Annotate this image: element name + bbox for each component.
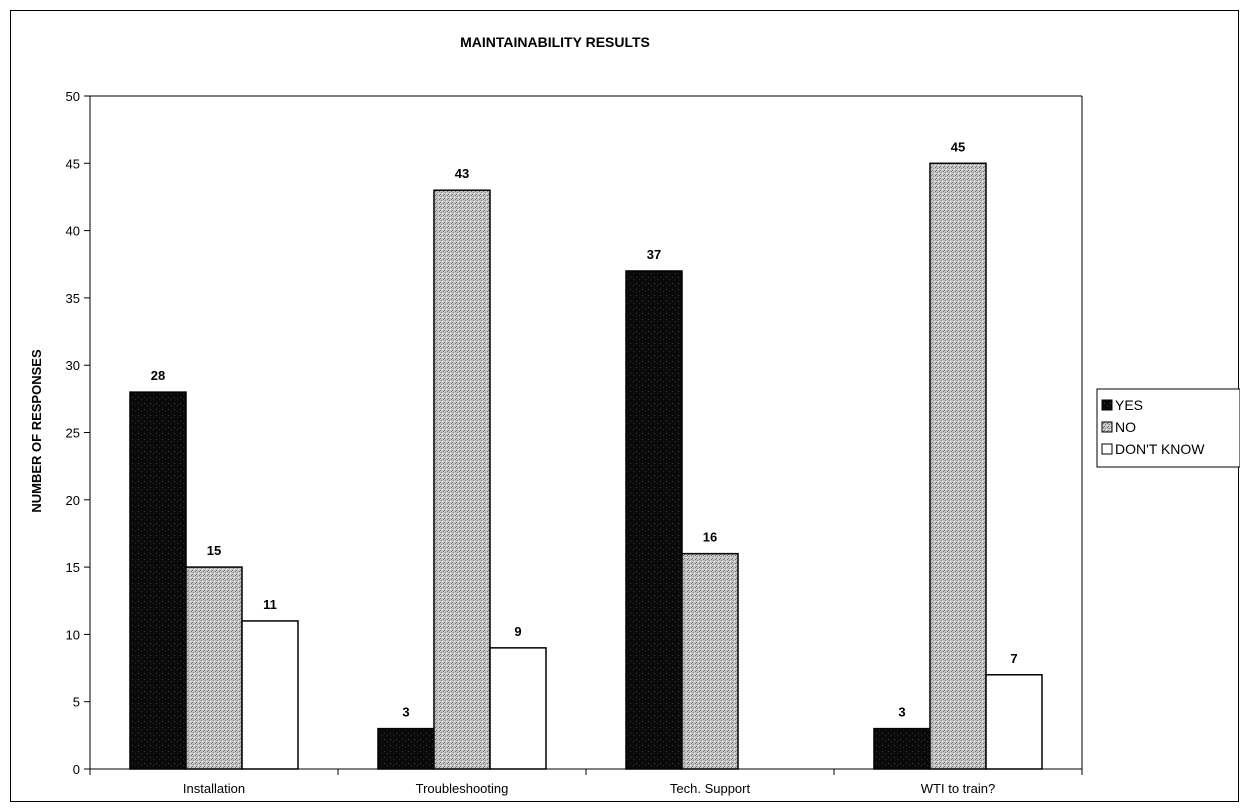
- y-tick-label: 15: [66, 560, 80, 575]
- x-category-label: Troubleshooting: [416, 781, 509, 796]
- y-tick-label: 0: [73, 762, 80, 777]
- y-tick-label: 40: [66, 224, 80, 239]
- y-tick-label: 20: [66, 493, 80, 508]
- bar-yes-installation: [129, 391, 187, 770]
- bar-no-installation: [185, 566, 243, 770]
- bar-yes-wti-to-train: [873, 727, 931, 770]
- legend-swatch-dont-know: [1101, 443, 1113, 455]
- bar-no-troubleshooting: [433, 189, 491, 770]
- y-tick-label: 50: [66, 89, 80, 104]
- legend-label-dont-know: DON'T KNOW: [1115, 441, 1205, 457]
- x-category-label: WTI to train?: [921, 781, 995, 796]
- y-axis: 0 5 10 15 20 25 30 35 40 45 50: [66, 89, 1083, 777]
- data-label: 37: [647, 247, 661, 262]
- bar-yes-tech-support: [625, 270, 683, 770]
- x-category-label: Installation: [183, 781, 245, 796]
- data-label: 3: [402, 705, 409, 720]
- data-label: 45: [951, 139, 965, 154]
- bar-don-t-know-troubleshooting: [489, 647, 547, 770]
- data-label: 3: [898, 705, 905, 720]
- bars: [129, 162, 1043, 770]
- legend-label-no: NO: [1115, 419, 1136, 435]
- bar-don-t-know-installation: [241, 620, 299, 770]
- bar-don-t-know-wti-to-train: [985, 674, 1043, 770]
- data-label: 15: [207, 543, 221, 558]
- y-tick-label: 5: [73, 695, 80, 710]
- legend-swatch-yes: [1101, 399, 1113, 411]
- data-label: 7: [1010, 651, 1017, 666]
- data-label: 9: [514, 624, 521, 639]
- data-label: 43: [455, 166, 469, 181]
- legend-label-yes: YES: [1115, 397, 1143, 413]
- bar-yes-troubleshooting: [377, 727, 435, 770]
- chart-title: MAINTAINABILITY RESULTS: [460, 34, 650, 50]
- y-tick-label: 35: [66, 291, 80, 306]
- y-tick-label: 30: [66, 358, 80, 373]
- data-label: 16: [703, 530, 717, 545]
- x-category-label: Tech. Support: [670, 781, 751, 796]
- y-axis-title: NUMBER OF RESPONSES: [29, 349, 44, 513]
- y-tick-label: 10: [66, 627, 80, 642]
- data-label: 11: [263, 597, 277, 612]
- data-labels: 28 15 11 3 43 9 37 16 3 45 7: [151, 139, 1018, 719]
- bar-chart: MAINTAINABILITY RESULTS NUMBER OF RESPON…: [29, 34, 1240, 796]
- y-tick-label: 25: [66, 426, 80, 441]
- legend-swatch-no: [1101, 421, 1113, 433]
- bar-no-wti-to-train: [929, 162, 987, 770]
- x-axis: Installation Troubleshooting Tech. Support…: [89, 768, 1083, 796]
- bar-no-tech-support: [681, 552, 739, 770]
- y-tick-label: 45: [66, 156, 80, 171]
- legend: YES NO DON'T KNOW: [1096, 388, 1240, 468]
- data-label: 28: [151, 368, 165, 383]
- chart-frame: MAINTAINABILITY RESULTS NUMBER OF RESPON…: [10, 10, 1240, 802]
- legend-box: [1096, 388, 1240, 468]
